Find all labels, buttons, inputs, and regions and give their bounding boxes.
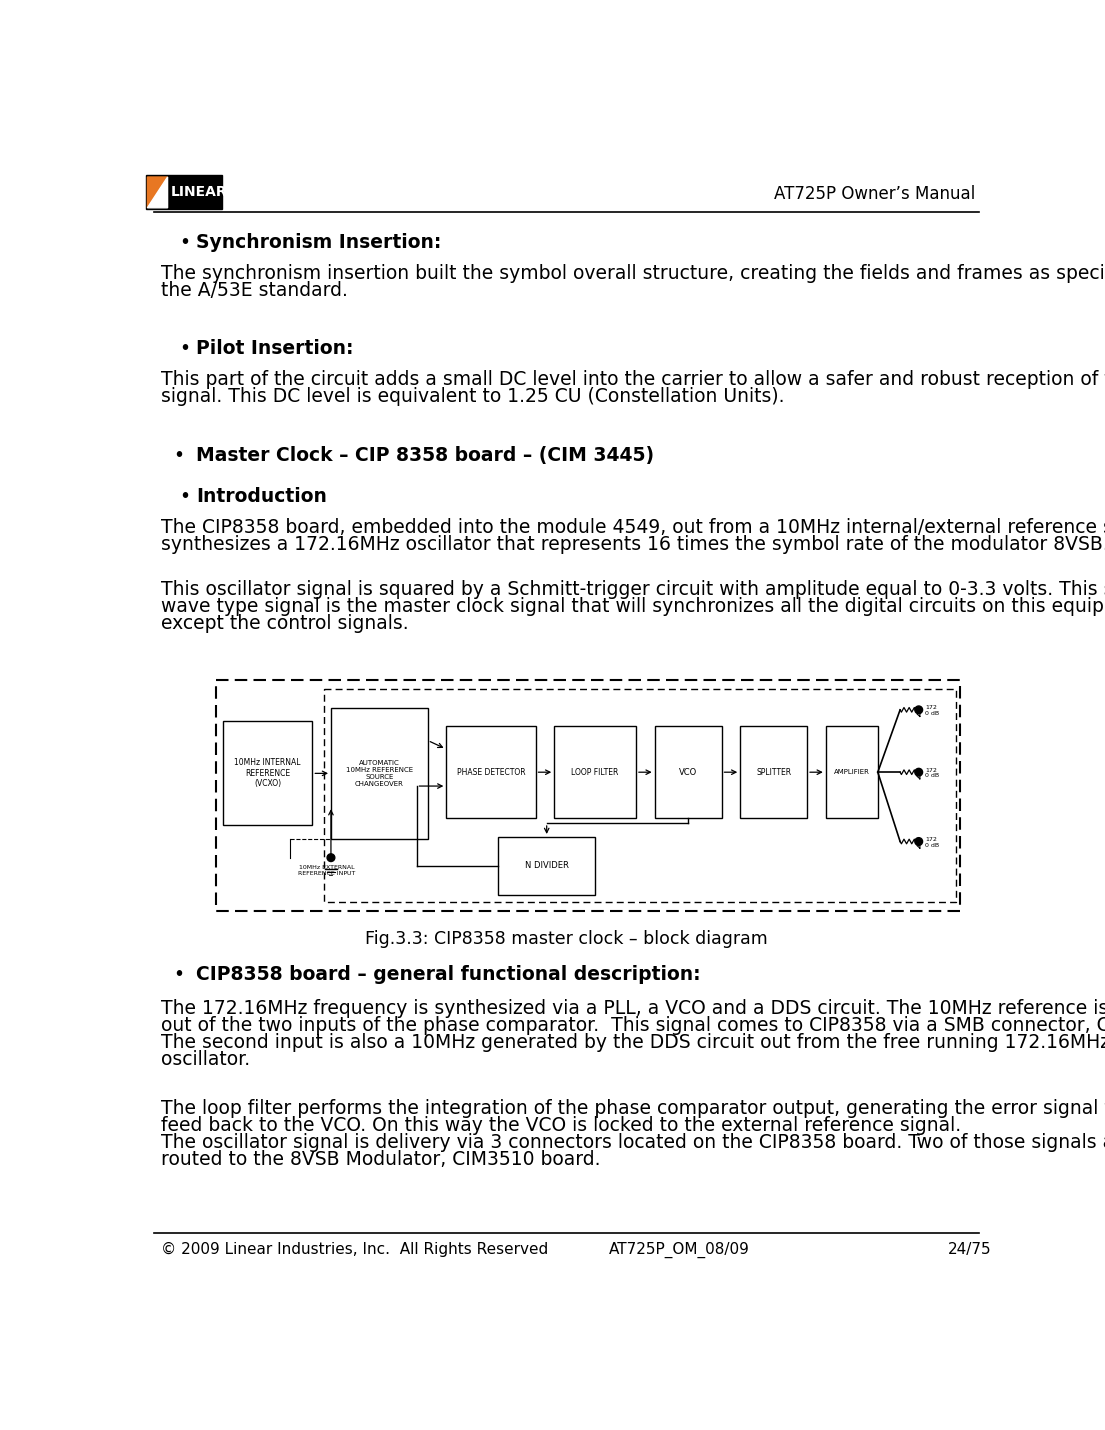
Text: The 172.16MHz frequency is synthesized via a PLL, a VCO and a DDS circuit. The 1: The 172.16MHz frequency is synthesized v… [161, 1000, 1105, 1018]
Bar [654, 726, 722, 818]
Text: 10MHz EXTERNAL
REFERENCE INPUT: 10MHz EXTERNAL REFERENCE INPUT [298, 865, 356, 877]
Text: except the control signals.: except the control signals. [161, 613, 409, 632]
Text: •: • [173, 446, 185, 465]
Text: N DIVIDER: N DIVIDER [525, 861, 569, 871]
Text: •: • [173, 965, 185, 984]
Text: The second input is also a 10MHz generated by the DDS circuit out from the free : The second input is also a 10MHz generat… [161, 1034, 1105, 1052]
Text: This oscillator signal is squared by a Schmitt-trigger circuit with amplitude eq: This oscillator signal is squared by a S… [161, 579, 1105, 599]
Text: © 2009 Linear Industries, Inc.  All Rights Reserved: © 2009 Linear Industries, Inc. All Right… [161, 1243, 548, 1257]
Text: VCO: VCO [678, 768, 697, 776]
Bar [223, 721, 313, 825]
Text: the A/53E standard.: the A/53E standard. [161, 280, 348, 300]
Bar [324, 689, 956, 901]
Text: AT725P Owner’s Manual: AT725P Owner’s Manual [774, 184, 975, 203]
Text: The loop filter performs the integration of the phase comparator output, generat: The loop filter performs the integration… [161, 1100, 1105, 1118]
Text: SPLITTER: SPLITTER [756, 768, 791, 776]
Text: oscillator.: oscillator. [161, 1050, 251, 1070]
Bar [498, 837, 596, 895]
Text: The oscillator signal is delivery via 3 connectors located on the CIP8358 board.: The oscillator signal is delivery via 3 … [161, 1134, 1105, 1153]
Text: Master Clock – CIP 8358 board – (CIM 3445): Master Clock – CIP 8358 board – (CIM 344… [197, 446, 654, 465]
Text: This part of the circuit adds a small DC level into the carrier to allow a safer: This part of the circuit adds a small DC… [161, 370, 1105, 389]
Text: 24/75: 24/75 [948, 1243, 991, 1257]
Text: signal. This DC level is equivalent to 1.25 CU (Constellation Units).: signal. This DC level is equivalent to 1… [161, 388, 785, 406]
Text: LINEAR: LINEAR [170, 186, 228, 199]
Text: Introduction: Introduction [197, 488, 327, 506]
Text: routed to the 8VSB Modulator, CIM3510 board.: routed to the 8VSB Modulator, CIM3510 bo… [161, 1150, 601, 1170]
Bar [215, 679, 959, 911]
Text: out of the two inputs of the phase comparator.  This signal comes to CIP8358 via: out of the two inputs of the phase compa… [161, 1017, 1105, 1035]
Bar [825, 726, 877, 818]
Polygon shape [147, 177, 168, 207]
Text: Fig.3.3: CIP8358 master clock – block diagram: Fig.3.3: CIP8358 master clock – block di… [365, 930, 768, 948]
Text: PHASE DETECTOR: PHASE DETECTOR [456, 768, 525, 776]
Polygon shape [147, 177, 168, 207]
Text: The CIP8358 board, embedded into the module 4549, out from a 10MHz internal/exte: The CIP8358 board, embedded into the mod… [161, 518, 1105, 538]
Text: AUTOMATIC
10MHz REFERENCE
SOURCE
CHANGEOVER: AUTOMATIC 10MHz REFERENCE SOURCE CHANGEO… [346, 759, 413, 787]
Bar [446, 726, 536, 818]
Text: •: • [179, 488, 190, 506]
Text: •: • [179, 339, 190, 359]
Text: 172
0 dB: 172 0 dB [925, 768, 939, 778]
Text: wave type signal is the master clock signal that will synchronizes all the digit: wave type signal is the master clock sig… [161, 596, 1105, 616]
Text: The synchronism insertion built the symbol overall structure, creating the field: The synchronism insertion built the symb… [161, 265, 1105, 283]
Bar [146, 176, 222, 209]
Circle shape [915, 838, 923, 845]
Circle shape [915, 768, 923, 776]
Text: •: • [179, 233, 190, 252]
Text: 172
0 dB: 172 0 dB [925, 705, 939, 716]
Circle shape [915, 706, 923, 714]
Text: Synchronism Insertion:: Synchronism Insertion: [197, 233, 442, 252]
Text: Pilot Insertion:: Pilot Insertion: [197, 339, 354, 359]
Text: AT725P_OM_08/09: AT725P_OM_08/09 [609, 1241, 750, 1258]
Text: feed back to the VCO. On this way the VCO is locked to the external reference si: feed back to the VCO. On this way the VC… [161, 1117, 961, 1135]
Text: 10MHz INTERNAL
REFERENCE
(VCXO): 10MHz INTERNAL REFERENCE (VCXO) [234, 758, 301, 788]
Bar [554, 726, 636, 818]
Bar [330, 708, 428, 839]
Circle shape [327, 854, 335, 861]
Text: LOOP FILTER: LOOP FILTER [571, 768, 619, 776]
Text: 172
0 dB: 172 0 dB [925, 837, 939, 848]
Bar [740, 726, 807, 818]
Text: CIP8358 board – general functional description:: CIP8358 board – general functional descr… [197, 965, 701, 984]
Text: synthesizes a 172.16MHz oscillator that represents 16 times the symbol rate of t: synthesizes a 172.16MHz oscillator that … [161, 535, 1105, 553]
Text: AMPLIFIER: AMPLIFIER [834, 769, 870, 775]
